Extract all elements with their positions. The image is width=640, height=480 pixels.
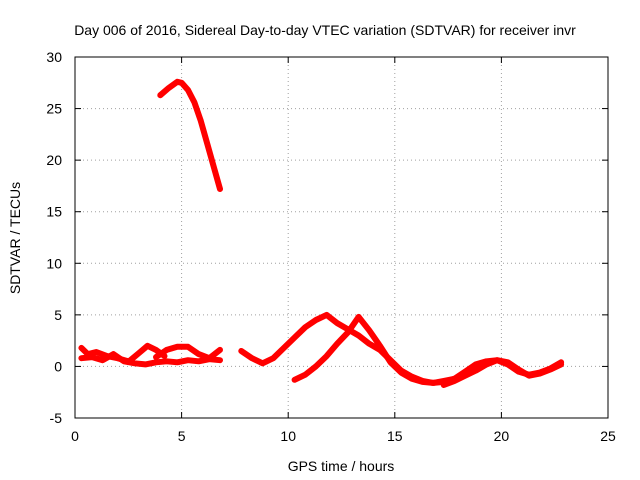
- x-tick-label: 25: [600, 428, 616, 444]
- y-tick-label: 5: [54, 307, 62, 323]
- x-tick-label: 5: [178, 428, 186, 444]
- x-tick-label: 0: [71, 428, 79, 444]
- chart-title: Day 006 of 2016, Sidereal Day-to-day VTE…: [74, 22, 576, 38]
- series-arc5: [157, 78, 223, 192]
- y-tick-label: 25: [46, 101, 62, 117]
- y-tick-label: -5: [50, 410, 63, 426]
- y-tick-label: 10: [46, 255, 62, 271]
- series-layer: [78, 78, 565, 388]
- x-tick-label: 10: [280, 428, 296, 444]
- y-tick-label: 30: [46, 49, 62, 65]
- x-tick-label: 15: [387, 428, 403, 444]
- tick-layer: 0 5 10 15 20 25 -5 0 5 10 15 20 25 30: [46, 49, 616, 444]
- y-axis-label: SDTVAR / TECUs: [7, 182, 23, 294]
- series-arc7: [291, 313, 469, 386]
- series-arc1: [78, 351, 223, 368]
- series-arc8: [440, 357, 565, 388]
- plot-frame: [74, 56, 609, 419]
- x-tick-label: 20: [494, 428, 510, 444]
- y-tick-label: 0: [54, 358, 62, 374]
- series-arc4: [153, 343, 223, 362]
- y-tick-label: 15: [46, 204, 62, 220]
- x-axis-label: GPS time / hours: [288, 458, 395, 474]
- series-arc2: [78, 344, 132, 365]
- y-tick-label: 20: [46, 152, 62, 168]
